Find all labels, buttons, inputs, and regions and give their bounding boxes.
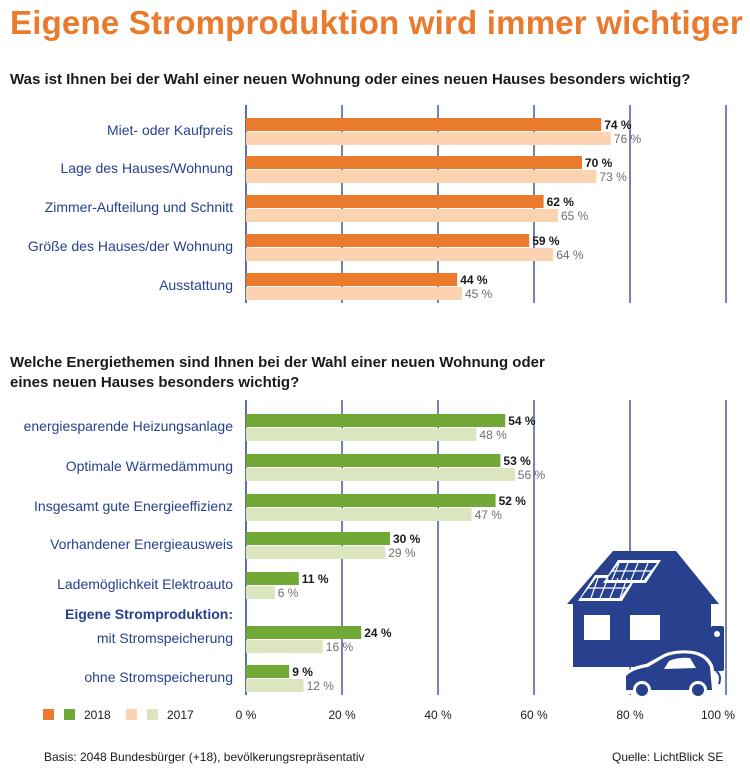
bar-2017 [246,640,323,653]
bar-2018 [246,234,530,247]
x-tick-label: 60 % [520,708,548,722]
category-label: Lademöglichkeit Elektroauto [57,576,233,592]
bar-2017 [246,586,275,599]
legend-swatch-green-2018 [64,709,75,720]
value-label-2017: 48 % [479,428,507,442]
basis-note: Basis: 2048 Bundesbürger (+18), bevölker… [44,750,365,764]
value-label-2018: 44 % [460,273,488,287]
question-2-line-2: eines neuen Hauses besonders wichtig? [10,374,300,391]
value-label-2017: 29 % [388,546,416,560]
value-label-2018: 24 % [364,626,392,640]
house-window [630,615,660,640]
bar-2018 [246,494,496,507]
value-label-2017: 56 % [518,468,546,482]
category-label: mit Stromspeicherung [97,630,233,646]
bar-2018 [246,156,582,169]
x-tick-label: 40 % [424,708,452,722]
bar-2017 [246,132,611,145]
bar-2018 [246,665,290,678]
group-heading: Eigene Stromproduktion: [65,606,233,622]
value-label-2017: 65 % [561,209,589,223]
value-label-2017: 76 % [614,132,642,146]
bar-2018 [246,572,299,585]
charging-station-icon [711,626,724,671]
bar-2017 [246,428,477,441]
value-label-2018: 11 % [302,572,329,586]
value-label-2018: 59 % [532,234,560,248]
bar-2018 [246,532,390,545]
legend-swatch-orange-2017 [126,709,137,720]
question-2-line-1: Welche Energiethemen sind Ihnen bei der … [10,354,545,371]
bar-2017 [246,209,558,222]
legend-swatch-green-2017 [147,709,158,720]
page-title: Eigene Stromproduktion wird immer wichti… [10,4,743,41]
category-label: Insgesamt gute Energieeffizienz [34,498,233,514]
bar-layer: Miet- oder Kaufpreis 74 %76 % Lage des Hau… [24,118,642,693]
bar-2017 [246,248,554,261]
bar-2018 [246,118,602,131]
value-label-2018: 74 % [604,118,632,132]
x-tick-label: 100 % [701,708,735,722]
value-label-2018: 9 % [292,665,313,679]
bar-2017 [246,287,462,300]
bar-2018 [246,414,506,427]
bar-2017 [246,468,515,481]
category-label: Optimale Wärmedämmung [66,458,233,474]
value-label-2018: 53 % [503,454,531,468]
legend: 2018 2017 [43,708,194,722]
value-label-2017: 45 % [465,287,493,301]
value-label-2017: 47 % [475,508,503,522]
x-tick-label: 80 % [616,708,644,722]
legend-label-2018: 2018 [84,708,111,722]
value-label-2017: 73 % [599,170,627,184]
question-1: Was ist Ihnen bei der Wahl einer neuen W… [10,71,691,88]
category-label: ohne Stromspeicherung [84,669,233,685]
value-label-2017: 6 % [278,586,299,600]
bar-2018 [246,273,458,286]
bar-2018 [246,195,544,208]
legend-label-2017: 2017 [167,708,194,722]
bar-2017 [246,170,597,183]
x-tick-label: 0 % [236,708,257,722]
value-label-2018: 30 % [393,532,421,546]
bar-2017 [246,679,304,692]
bar-2018 [246,454,501,467]
category-label: Lage des Hauses/Wohnung [60,160,233,176]
solar-panel-icon [578,560,661,601]
category-label: Vorhandener Energieausweis [50,536,233,552]
value-label-2018: 62 % [547,195,575,209]
x-axis: 0 % 20 % 40 % 60 % 80 % 100 % [236,708,736,722]
category-label: Zimmer-Aufteilung und Schnitt [45,199,233,215]
value-label-2018: 52 % [499,494,527,508]
category-label: Größe des Hauses/der Wohnung [28,238,233,254]
value-label-2018: 70 % [585,156,613,170]
bar-2017 [246,546,386,559]
value-label-2018: 54 % [508,414,536,428]
house-window [584,615,610,640]
value-label-2017: 16 % [326,640,354,654]
source-note: Quelle: LichtBlick SE [612,750,724,764]
house-illustration [567,551,724,699]
bar-2017 [246,508,472,521]
category-label: energiesparende Heizungsanlage [24,418,234,434]
bar-2018 [246,626,362,639]
value-label-2017: 12 % [307,679,335,693]
category-label: Miet- oder Kaufpreis [107,122,233,138]
x-tick-label: 20 % [328,708,356,722]
category-label: Ausstattung [159,277,233,293]
value-label-2017: 64 % [556,248,584,262]
legend-swatch-orange-2018 [43,709,54,720]
